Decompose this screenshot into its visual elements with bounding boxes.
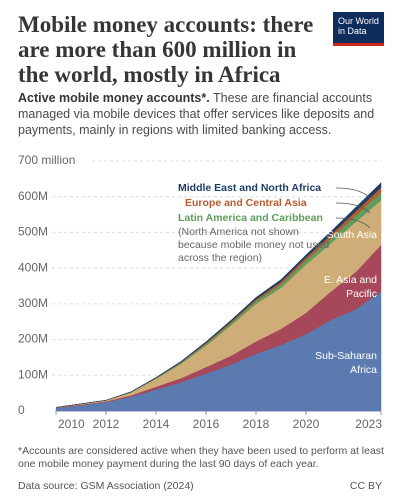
y-tick-label: 300M — [18, 296, 48, 310]
y-tick-label: 200M — [18, 332, 48, 346]
x-tick-label: 2014 — [143, 417, 170, 431]
y-tick-label: 0 — [18, 403, 25, 417]
series-label: E. Asia and Pacific — [323, 274, 377, 300]
y-tick-label: 100M — [18, 367, 48, 381]
series-label: Middle East and North Africa — [178, 182, 322, 194]
series-label: Sub-Saharan Africa — [315, 350, 377, 376]
leader-line — [335, 217, 371, 229]
x-tick-label: 2016 — [193, 417, 220, 431]
logo: Our World in Data — [333, 12, 384, 46]
y-tick-label: 500M — [18, 225, 48, 239]
x-tick-label: 2020 — [293, 417, 320, 431]
subtitle-text: These are financial accounts managed via… — [18, 91, 375, 137]
annotation: (North America not shown because mobile … — [178, 226, 330, 264]
leader-line — [335, 187, 371, 199]
footnote: *Accounts are considered active when the… — [18, 445, 384, 470]
y-tick-label: 700 million — [18, 153, 75, 167]
x-tick-label: 2018 — [243, 417, 270, 431]
series-label: South Asia — [326, 229, 377, 241]
leader-line — [335, 202, 371, 214]
series-label: Latin America and Caribbean — [178, 212, 323, 224]
subtitle-bold: Active mobile money accounts*. — [18, 91, 210, 105]
license: CC BY — [349, 480, 382, 492]
series-label: Europe and Central Asia — [185, 197, 307, 209]
y-tick-label: 600M — [18, 189, 48, 203]
area — [55, 182, 382, 408]
x-tick-label: 2010 — [58, 417, 85, 431]
x-tick-label: 2012 — [93, 417, 120, 431]
source: Data source: GSM Association (2024) — [18, 480, 194, 492]
x-tick-label: 2023 — [355, 417, 382, 431]
y-tick-label: 400M — [18, 260, 48, 274]
subtitle: Active mobile money accounts*. These are… — [18, 90, 384, 138]
chart-title: Mobile money accounts: there are more th… — [18, 12, 314, 87]
